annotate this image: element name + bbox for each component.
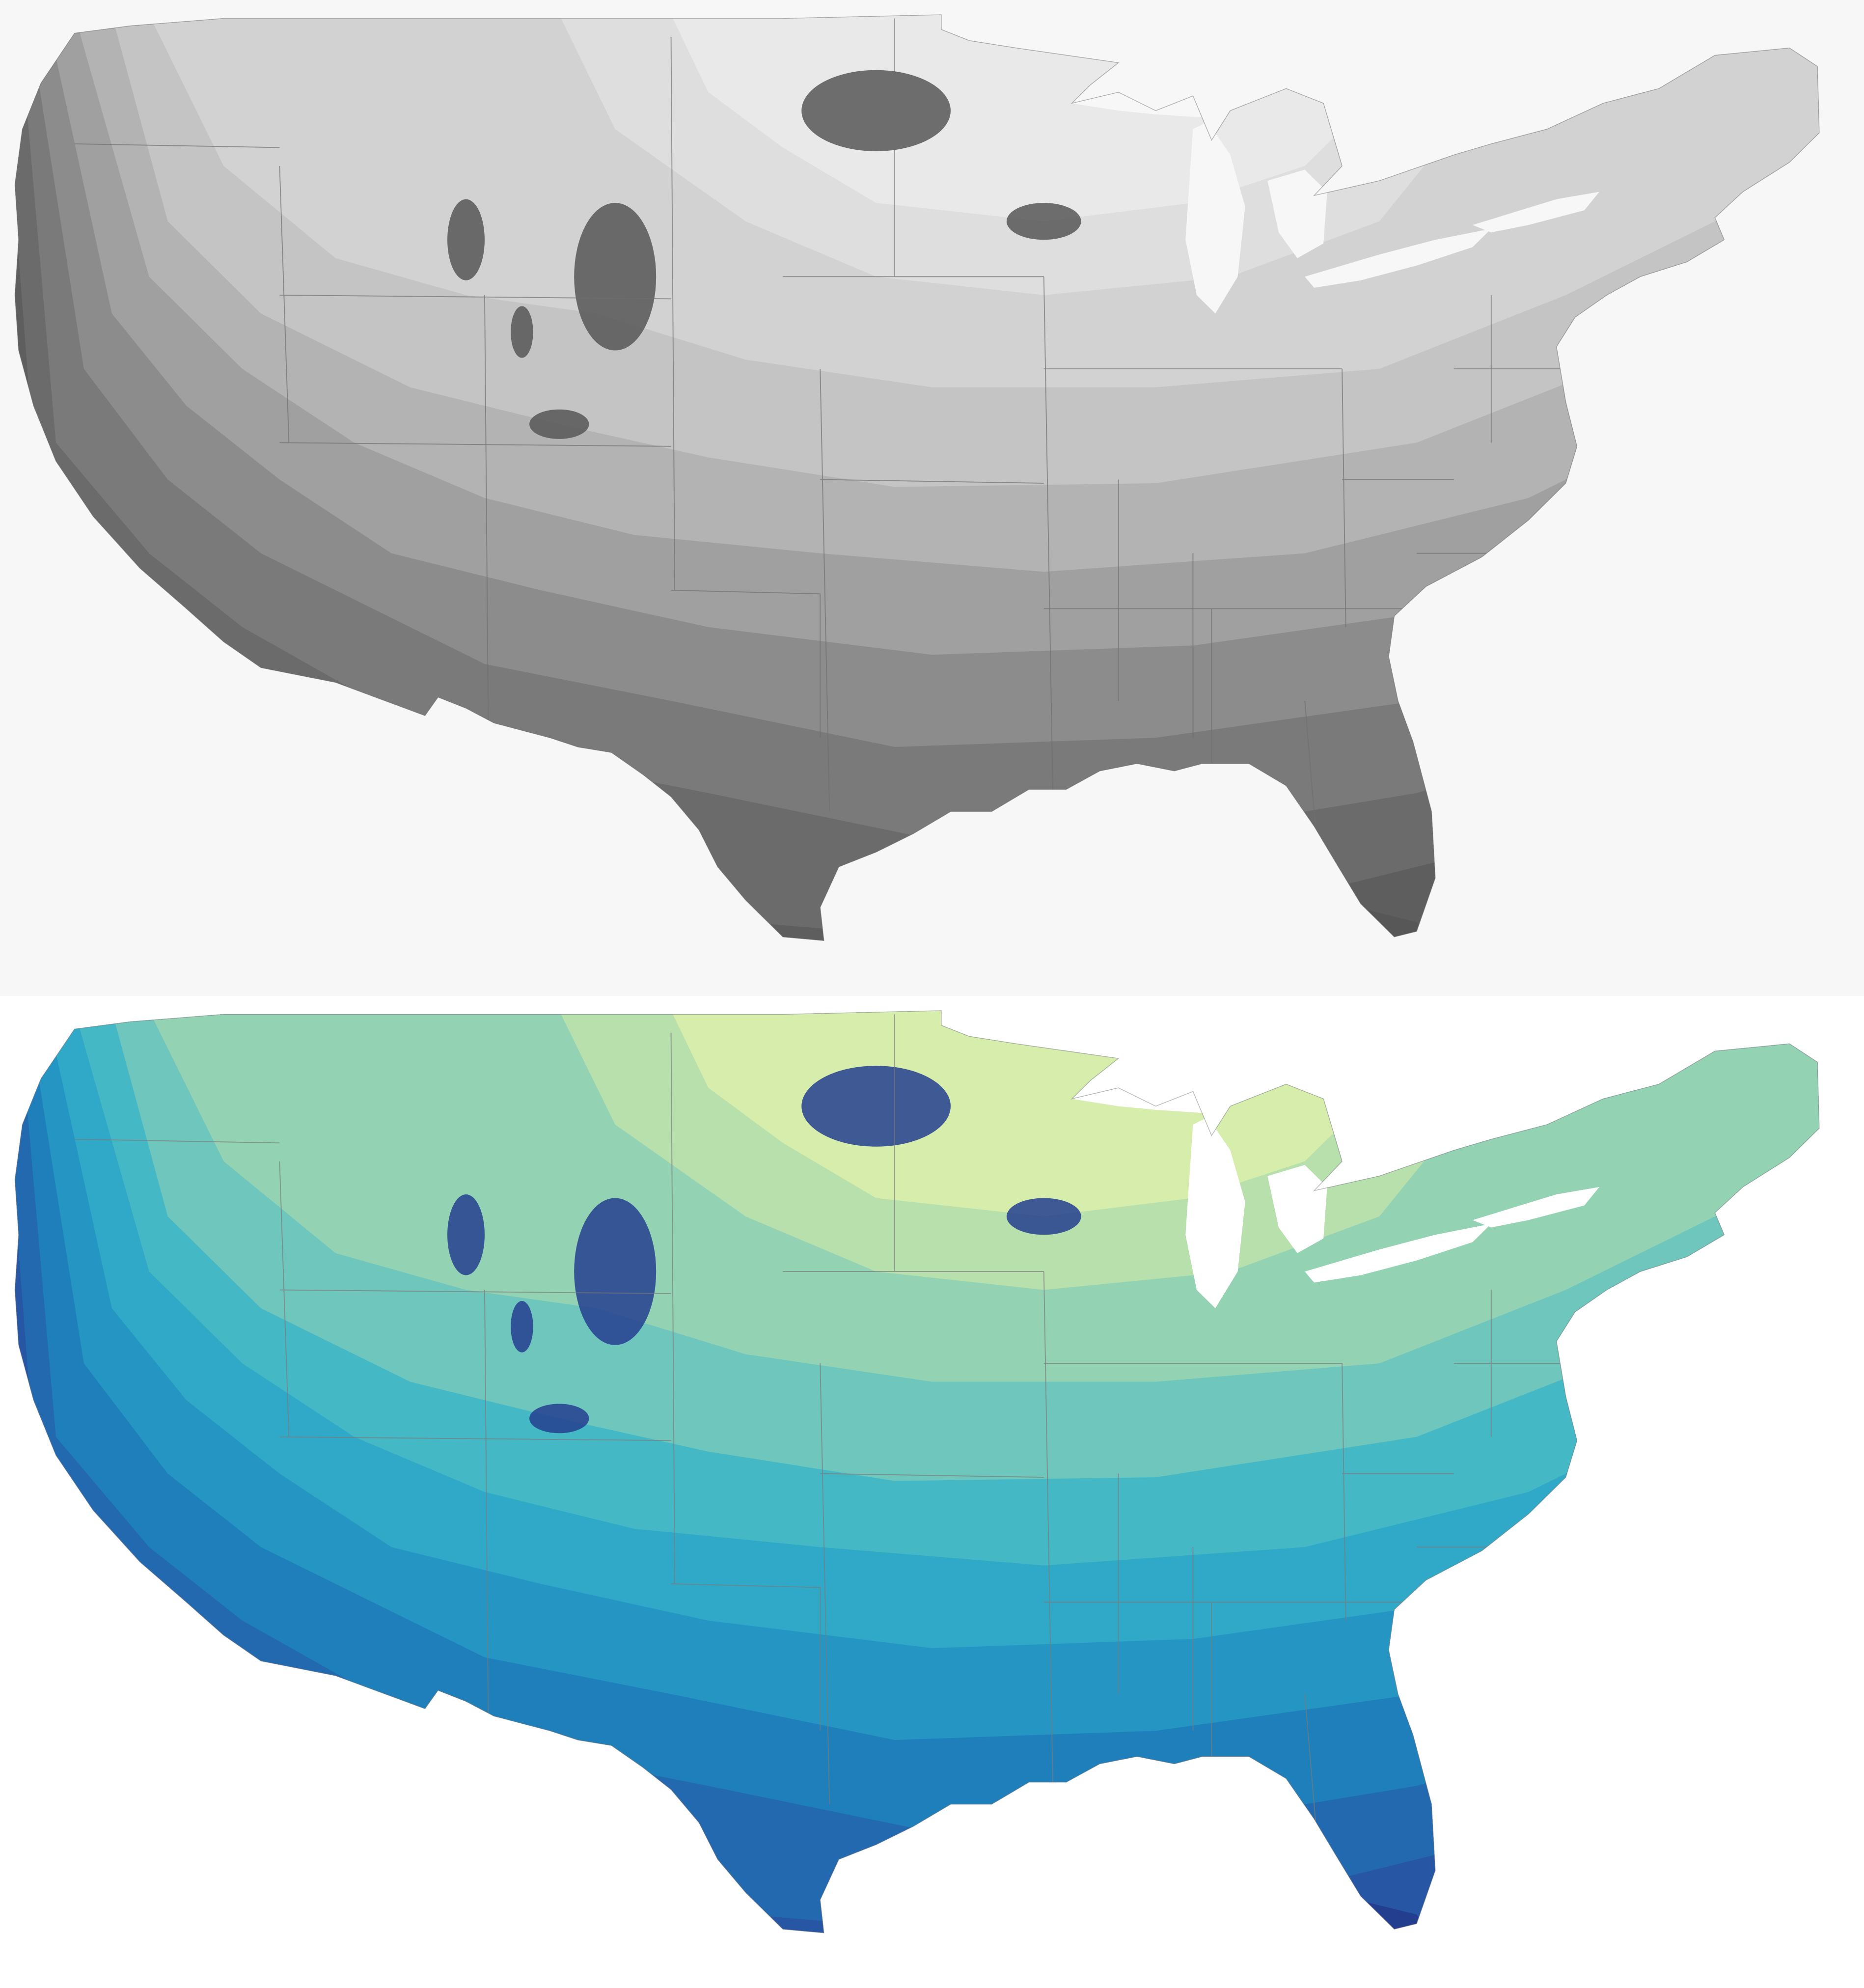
us-outline	[14, 1010, 1820, 1933]
color-zone-map	[0, 996, 1864, 1988]
cold-pocket	[801, 1066, 951, 1147]
grayscale-map-panel	[14, 14, 1820, 941]
state-border	[74, 1032, 676, 1584]
great-lake	[1071, 1084, 1231, 1114]
state-border	[484, 1290, 1044, 1804]
cold-pocket	[447, 1194, 485, 1275]
state-border	[1043, 276, 1417, 812]
cold-pocket	[1006, 203, 1081, 240]
cold-pocket	[511, 306, 533, 358]
state-border	[74, 37, 676, 590]
great-lake	[1185, 1117, 1245, 1308]
great-lake	[1305, 1223, 1491, 1283]
great-lake	[1185, 121, 1245, 314]
state-border	[484, 295, 1044, 812]
state-border	[783, 18, 1566, 701]
us-outline	[14, 14, 1820, 941]
cold-pocket	[529, 1404, 589, 1434]
grayscale-zone-map	[14, 14, 1820, 941]
great-lake	[1267, 169, 1327, 258]
cold-pocket	[801, 70, 951, 151]
great-lake	[1472, 192, 1599, 233]
cold-pocket	[511, 1300, 533, 1353]
state-border	[783, 1014, 1566, 1694]
cold-pocket	[447, 199, 485, 280]
great-lake	[1305, 228, 1491, 288]
cold-pocket	[574, 203, 657, 351]
cold-pocket	[1006, 1198, 1081, 1235]
state-border	[1043, 1271, 1417, 1804]
great-lake	[1267, 1165, 1327, 1253]
cold-pocket	[529, 409, 589, 439]
great-lake	[1472, 1187, 1599, 1228]
color-map-panel	[0, 996, 1864, 1988]
great-lake	[1071, 88, 1231, 118]
zone-bands	[15, 15, 1819, 941]
cold-pocket	[574, 1198, 657, 1345]
